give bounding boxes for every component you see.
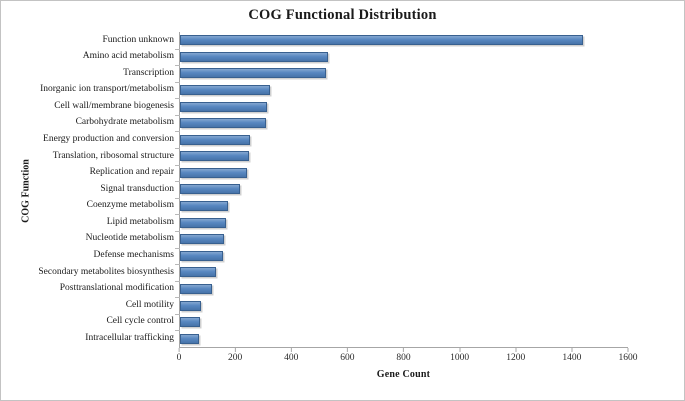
x-tick-mark — [346, 348, 348, 352]
bar-row: Cell cycle control — [106, 314, 628, 331]
plot-area: Function unknown Amino acid metabolism Tra… — [38, 32, 628, 348]
category-label: Carbohydrate metabolism — [75, 117, 174, 128]
category-label: Cell motility — [125, 299, 174, 310]
x-tick-mark — [234, 348, 236, 352]
x-tick-mark — [571, 348, 573, 352]
bar — [180, 35, 584, 46]
bar — [180, 317, 201, 328]
bar — [180, 101, 268, 112]
bar — [180, 201, 228, 212]
bar-row: Cell wall/membrane biogenesis — [54, 98, 628, 116]
bar-row: Coenzyme metabolism — [87, 198, 628, 215]
x-tick: 0 — [176, 348, 182, 363]
bar-row: Secondary metabolites biosynthesis — [38, 264, 628, 282]
chart-title: COG Functional Distribution — [248, 7, 437, 23]
y-axis-title: COG Function — [20, 159, 32, 223]
bar — [180, 184, 241, 195]
x-tick: 1000 — [450, 348, 469, 363]
bar-row: Energy production and conversion — [43, 131, 628, 149]
x-tick-mark — [515, 348, 517, 352]
x-tick: 1400 — [562, 348, 581, 363]
x-tick-label: 400 — [284, 353, 299, 363]
x-tick-label: 200 — [228, 353, 243, 363]
category-label: Coenzyme metabolism — [86, 200, 174, 211]
category-label: Nucleotide metabolism — [85, 233, 174, 244]
x-tick-label: 800 — [396, 353, 411, 363]
category-label: Intracellular trafficking — [85, 332, 174, 343]
x-tick: 1200 — [506, 348, 525, 363]
category-label: Defense mechanisms — [93, 250, 174, 261]
bar — [180, 283, 213, 294]
category-label: Energy production and conversion — [43, 134, 174, 144]
x-tick: 600 — [340, 348, 355, 363]
x-tick-mark — [290, 348, 292, 352]
x-tick-label: 1200 — [506, 353, 526, 363]
category-label: Translation, ribosomal structure — [52, 150, 174, 161]
x-tick: 200 — [228, 348, 242, 363]
bar — [180, 267, 216, 278]
bar-rows: Function unknown Amino acid metabolism Tra… — [38, 32, 628, 347]
bar-row: Translation, ribosomal structure — [53, 148, 628, 166]
bar — [180, 68, 326, 79]
category-label: Signal transduction — [100, 183, 174, 194]
category-label: Amino acid metabolism — [82, 51, 174, 62]
category-label: Posttranslational modification — [59, 283, 174, 294]
bar-row: Function unknown — [102, 32, 628, 50]
bar-row: Lipid metabolism — [107, 214, 628, 232]
bar — [180, 333, 200, 344]
bar-row: Transcription — [123, 65, 628, 83]
bar — [180, 118, 267, 129]
bar — [180, 134, 251, 145]
bar — [180, 217, 226, 228]
bar — [180, 51, 329, 62]
bar-row: Posttranslational modification — [60, 281, 628, 298]
x-tick-mark — [459, 348, 461, 352]
bar-row: Carbohydrate metabolism — [76, 115, 628, 133]
category-label: Function unknown — [102, 34, 174, 45]
bar — [180, 250, 224, 261]
bar-row: Defense mechanisms — [94, 248, 628, 265]
category-label: Inorganic ion transport/metabolism — [40, 84, 174, 95]
category-label: Transcription — [123, 67, 174, 78]
bar — [180, 167, 248, 178]
bar — [180, 234, 224, 245]
bar — [180, 151, 249, 162]
x-tick-label: 1400 — [562, 353, 582, 363]
x-tick-mark — [178, 348, 180, 352]
x-axis-title: Gene Count — [376, 369, 431, 380]
bar-row: Signal transduction — [100, 181, 628, 199]
bar-row: Nucleotide metabolism — [86, 231, 628, 249]
x-tick-label: 1000 — [450, 353, 470, 363]
category-label: Lipid metabolism — [106, 216, 174, 227]
bar — [180, 300, 201, 311]
bar-row: Inorganic ion transport/metabolism — [40, 82, 628, 99]
x-tick-mark — [627, 348, 629, 352]
bar-row: Cell motility — [126, 297, 628, 315]
category-label: Replication and repair — [89, 167, 174, 178]
x-tick: 400 — [284, 348, 298, 363]
category-label: Cell cycle control — [106, 316, 174, 327]
x-tick-label: 0 — [176, 353, 182, 363]
x-tick: 800 — [396, 348, 411, 363]
bar-row: Replication and repair — [90, 165, 628, 182]
bar-row: Amino acid metabolism — [83, 49, 628, 66]
x-tick-label: 1600 — [618, 353, 638, 363]
x-tick-mark — [403, 348, 404, 352]
x-tick-label: 600 — [340, 353, 355, 363]
bar — [180, 85, 271, 96]
category-label: Secondary metabolites biosynthesis — [38, 266, 174, 277]
category-label: Cell wall/membrane biogenesis — [54, 100, 174, 111]
x-tick: 1600 — [619, 348, 638, 363]
bar-row: Intracellular trafficking — [85, 330, 628, 347]
